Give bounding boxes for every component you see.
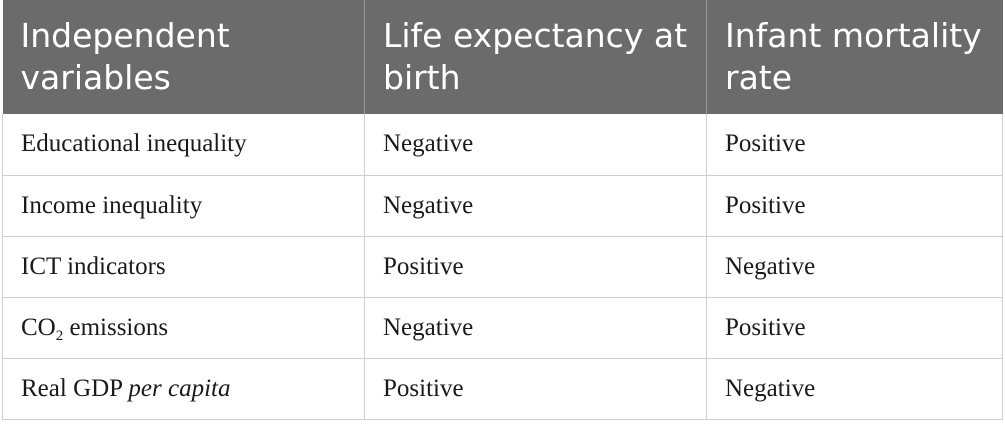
cell-infant-mortality: Negative [706, 236, 1003, 298]
table-row: Real GDP per capita Positive Negative [2, 358, 1003, 420]
cell-life-expectancy: Positive [364, 236, 707, 298]
results-table: Independent variables Life expectancy at… [2, 0, 1003, 420]
cell-variable: Income inequality [2, 175, 365, 237]
header-life-expectancy: Life expectancy at birth [364, 0, 707, 114]
variable-subscript: 2 [55, 327, 64, 344]
cell-life-expectancy: Negative [364, 114, 707, 176]
cell-infant-mortality: Positive [706, 114, 1003, 176]
table-row: Income inequality Negative Positive [2, 175, 1003, 237]
table-row: Educational inequality Negative Positive [2, 114, 1003, 176]
cell-variable: Educational inequality [2, 114, 365, 176]
cell-variable: CO2 emissions [2, 297, 365, 359]
header-infant-mortality: Infant mortality rate [706, 0, 1003, 114]
cell-infant-mortality: Negative [706, 358, 1003, 420]
table-row: ICT indicators Positive Negative [2, 236, 1003, 298]
table-body: Educational inequality Negative Positive… [2, 114, 1003, 420]
header-independent-variables: Independent variables [2, 0, 365, 114]
variable-italic: per capita [128, 374, 231, 402]
table-row: CO2 emissions Negative Positive [2, 297, 1003, 359]
variable-main: CO [21, 313, 56, 341]
table-header: Independent variables Life expectancy at… [2, 0, 1003, 114]
cell-variable: ICT indicators [2, 236, 365, 298]
cell-life-expectancy: Negative [364, 175, 707, 237]
data-table: Independent variables Life expectancy at… [2, 0, 1003, 420]
cell-life-expectancy: Positive [364, 358, 707, 420]
header-row: Independent variables Life expectancy at… [2, 0, 1003, 114]
variable-rest: emissions [63, 313, 169, 341]
cell-life-expectancy: Negative [364, 297, 707, 359]
variable-main: Real GDP [21, 374, 129, 402]
cell-infant-mortality: Positive [706, 297, 1003, 359]
cell-variable: Real GDP per capita [2, 358, 365, 420]
cell-infant-mortality: Positive [706, 175, 1003, 237]
